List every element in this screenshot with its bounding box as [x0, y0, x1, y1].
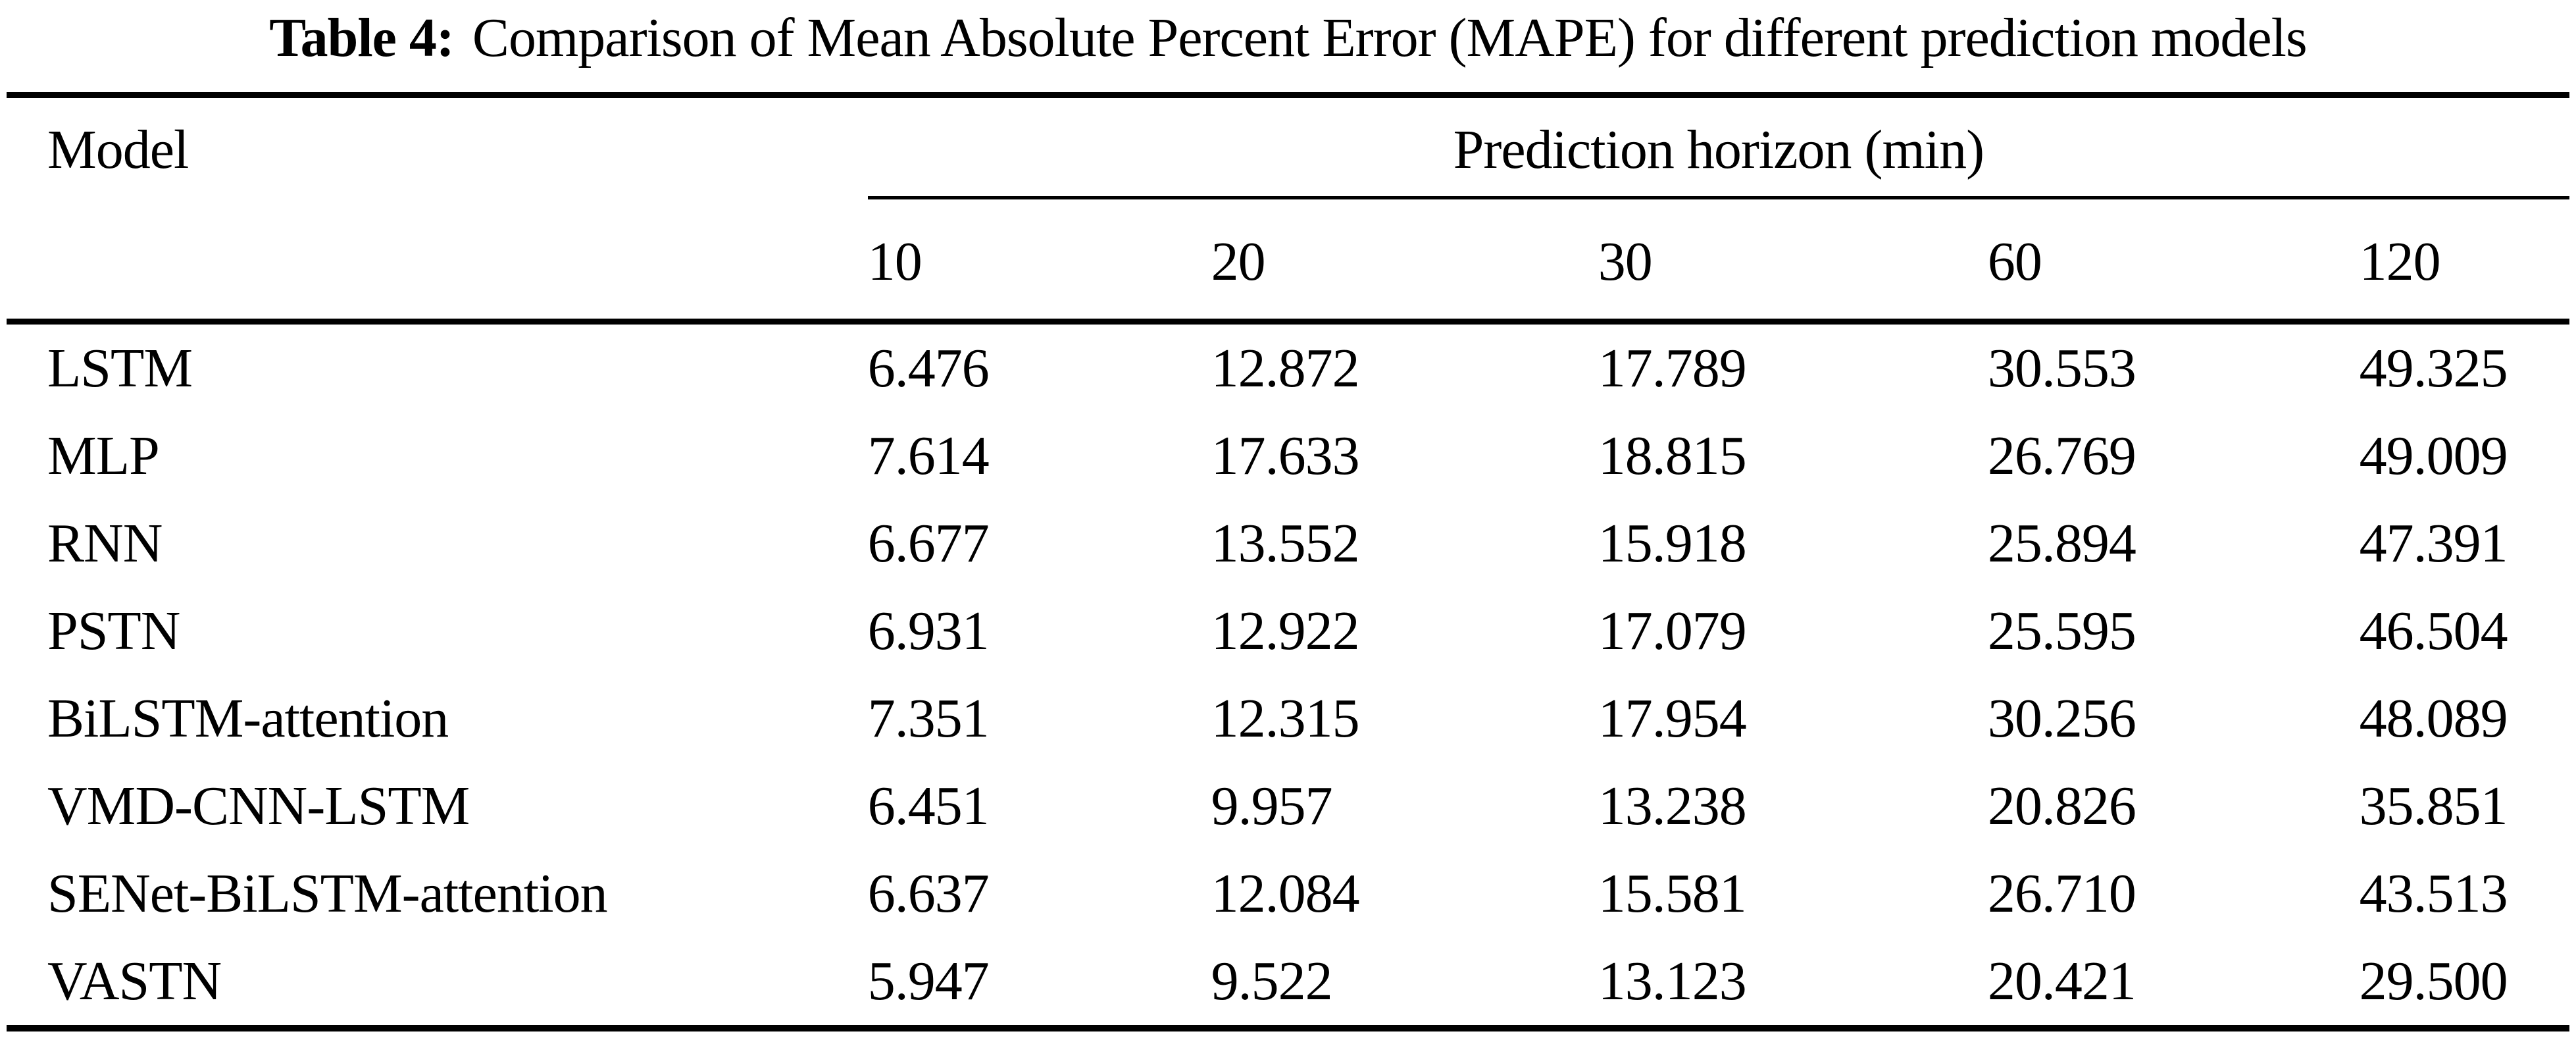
- cell-value: 35.851: [2359, 775, 2508, 837]
- cell-value: 6.677: [867, 513, 990, 574]
- cell-value: 6.931: [867, 600, 990, 662]
- table-row-bilstm-attention: BiLSTM-attention 7.351 12.315 17.954 30.…: [7, 675, 2569, 762]
- header-row-1: Model Prediction horizon (min): [7, 95, 2569, 325]
- cell-value: 26.710: [1987, 863, 2136, 924]
- model-name: RNN: [47, 513, 163, 574]
- cell-value: 12.315: [1211, 688, 1360, 749]
- cell-value: 26.769: [1987, 425, 2136, 486]
- cell-value: 20.421: [1987, 951, 2136, 1012]
- model-name: LSTM: [47, 338, 193, 399]
- cell-value: 7.614: [867, 425, 990, 486]
- column-header-10: 10: [867, 197, 1211, 325]
- cell-value: 12.922: [1211, 600, 1360, 662]
- cell-value: 20.826: [1987, 775, 2136, 837]
- table-caption-text: Comparison of Mean Absolute Percent Erro…: [472, 7, 2308, 68]
- column-header-prediction-horizon: Prediction horizon (min): [867, 95, 2569, 199]
- cell-value: 17.079: [1598, 600, 1747, 662]
- cell-value: 25.595: [1987, 600, 2136, 662]
- table-caption-label: Table 4:: [269, 7, 455, 68]
- table-row-lstm: LSTM 6.476 12.872 17.789 30.553 49.325: [7, 322, 2569, 413]
- model-name: BiLSTM-attention: [47, 688, 449, 749]
- cell-value: 9.957: [1211, 775, 1333, 837]
- table-row-vmd-cnn-lstm: VMD-CNN-LSTM 6.451 9.957 13.238 20.826 3…: [7, 762, 2569, 850]
- column-header-60: 60: [1987, 197, 2360, 325]
- column-header-20: 20: [1211, 197, 1598, 325]
- model-name: MLP: [47, 425, 160, 486]
- cell-value: 13.238: [1598, 775, 1747, 837]
- column-header-120: 120: [2359, 197, 2569, 325]
- model-name: VMD-CNN-LSTM: [47, 775, 470, 837]
- model-name: VASTN: [47, 951, 222, 1012]
- table-row-rnn: RNN 6.677 13.552 15.918 25.894 47.391: [7, 500, 2569, 587]
- cell-value: 49.009: [2359, 425, 2508, 486]
- cell-value: 25.894: [1987, 513, 2136, 574]
- cell-value: 30.553: [1987, 338, 2136, 399]
- table-row-senet-bilstm-attention: SENet-BiLSTM-attention 6.637 12.084 15.5…: [7, 850, 2569, 937]
- cell-value: 13.123: [1598, 951, 1747, 1012]
- cell-value: 29.500: [2359, 951, 2508, 1012]
- table-body: LSTM 6.476 12.872 17.789 30.553 49.325 M…: [7, 322, 2569, 1029]
- cell-value: 47.391: [2359, 513, 2508, 574]
- cell-value: 5.947: [867, 951, 990, 1012]
- cell-value: 17.633: [1211, 425, 1360, 486]
- cell-value: 9.522: [1211, 951, 1333, 1012]
- cell-value: 13.552: [1211, 513, 1360, 574]
- cell-value: 18.815: [1598, 425, 1747, 486]
- cell-value: 6.451: [867, 775, 990, 837]
- cell-value: 15.581: [1598, 863, 1747, 924]
- column-header-model: Model: [7, 95, 868, 325]
- header-row-2: 10 20 30 60 120: [7, 197, 2569, 325]
- cell-value: 6.476: [867, 338, 990, 399]
- cell-value: 7.351: [867, 688, 990, 749]
- cell-value: 17.789: [1598, 338, 1747, 399]
- cell-value: 12.872: [1211, 338, 1360, 399]
- cell-value: 30.256: [1987, 688, 2136, 749]
- model-name: PSTN: [47, 600, 180, 662]
- table-row-pstn: PSTN 6.931 12.922 17.079 25.595 46.504: [7, 587, 2569, 675]
- cell-value: 12.084: [1211, 863, 1360, 924]
- cell-value: 15.918: [1598, 513, 1747, 574]
- table-caption: Table 4: Comparison of Mean Absolute Perc…: [0, 0, 2576, 71]
- cell-value: 43.513: [2359, 863, 2508, 924]
- cell-value: 48.089: [2359, 688, 2508, 749]
- cell-value: 49.325: [2359, 338, 2508, 399]
- table-row-mlp: MLP 7.614 17.633 18.815 26.769 49.009: [7, 412, 2569, 500]
- column-header-30: 30: [1598, 197, 1988, 325]
- model-name: SENet-BiLSTM-attention: [47, 863, 608, 924]
- mape-table: Model Prediction horizon (min) 10 20 30 …: [7, 92, 2569, 1031]
- cell-value: 46.504: [2359, 600, 2508, 662]
- cell-value: 6.637: [867, 863, 990, 924]
- table-row-vastn: VASTN 5.947 9.522 13.123 20.421 29.500: [7, 937, 2569, 1028]
- table-header: Model Prediction horizon (min) 10 20 30 …: [7, 95, 2569, 325]
- cell-value: 17.954: [1598, 688, 1747, 749]
